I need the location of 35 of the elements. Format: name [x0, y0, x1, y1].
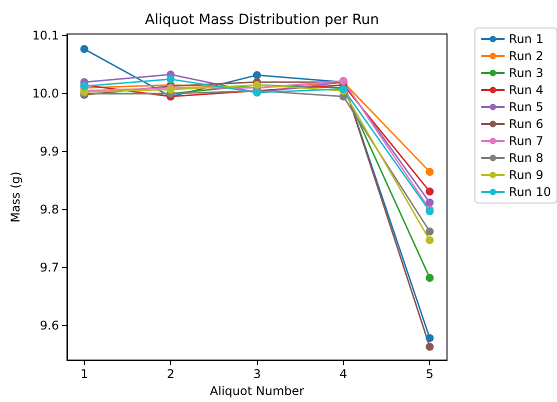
legend-label: Run 7: [508, 134, 544, 148]
point: [426, 342, 434, 351]
point: [426, 236, 434, 244]
point: [166, 75, 175, 84]
point: [426, 188, 434, 196]
x-axis-title: Aliquot Number: [210, 384, 304, 398]
point: [426, 168, 434, 176]
legend-label: Run 9: [508, 168, 544, 182]
point: [426, 334, 434, 342]
legend-label: Run 6: [508, 117, 544, 131]
y-tick-label: 9.6: [40, 318, 59, 332]
legend-label: Run 10: [508, 185, 551, 199]
point: [253, 71, 261, 80]
y-axis-title: Mass (g): [8, 172, 22, 223]
legend-label: Run 8: [508, 151, 544, 165]
chart-title: Aliquot Mass Distribution per Run: [145, 12, 379, 28]
y-tick-label: 9.9: [40, 144, 59, 159]
point: [426, 228, 434, 236]
point: [426, 274, 434, 282]
y-tick-label: 9.8: [40, 202, 59, 217]
x-tick-label: 1: [80, 367, 88, 382]
point: [80, 45, 88, 54]
legend-label: Run 4: [508, 83, 544, 97]
legend-label: Run 1: [508, 32, 544, 46]
y-tick-label: 9.7: [40, 260, 59, 274]
x-tick-label: 4: [340, 367, 348, 382]
y-tick-label: 10.1: [32, 28, 59, 43]
legend-label: Run 5: [508, 100, 544, 114]
legend-label: Run 2: [508, 49, 544, 63]
x-tick-label: 2: [166, 367, 174, 382]
legend-label: Run 3: [508, 66, 544, 80]
point: [426, 198, 434, 207]
y-tick-label: 10.0: [32, 86, 59, 101]
x-tick-label: 5: [426, 367, 434, 382]
x-tick-label: 3: [253, 367, 261, 382]
